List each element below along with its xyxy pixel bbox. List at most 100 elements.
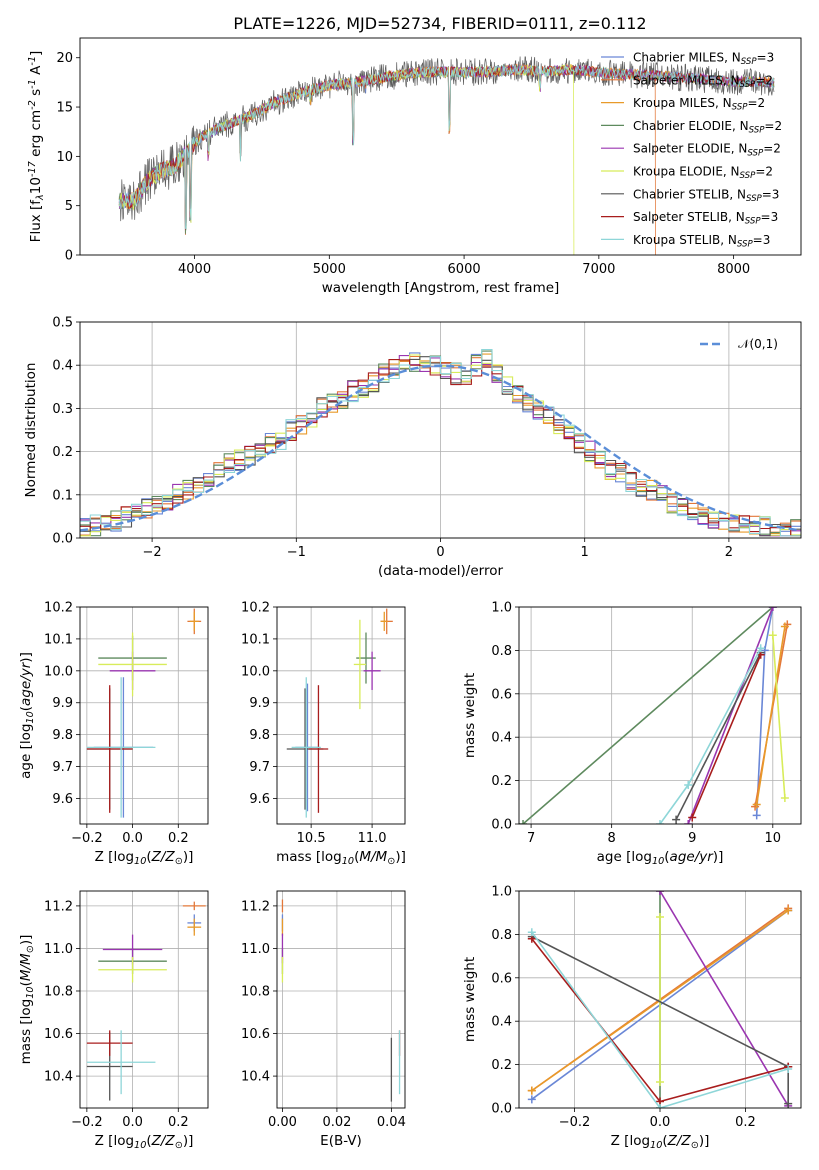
label-span: Z/Z <box>151 849 176 865</box>
label-span: )] <box>183 1133 194 1149</box>
y-tick-label: 10.1 <box>241 632 270 647</box>
label-span: Salpeter MILES, N <box>633 73 740 87</box>
y-tick-label: 11.2 <box>44 899 73 914</box>
legend-entry: Chabrier MILES, NSSP=3 <box>633 51 774 68</box>
weight-line-kroupa-stelib <box>531 931 789 1108</box>
x-axis-label: E(B-V) <box>320 1133 362 1149</box>
weight-marker <box>656 891 664 895</box>
label-span: mass [log <box>276 849 342 865</box>
label-span: age/yr <box>670 849 715 865</box>
weight-marker <box>760 646 769 655</box>
spectrum-line-salpeter-miles <box>118 63 656 255</box>
label-span: 10 <box>134 1140 146 1151</box>
y-tick-label: 10.0 <box>44 664 73 679</box>
weight-marker <box>527 1086 536 1095</box>
x-tick-label: 0.0 <box>122 831 143 846</box>
label-span: M/M <box>359 849 387 865</box>
y-tick-label: 0.2 <box>52 445 73 460</box>
x-tick-label: 10 <box>765 831 782 846</box>
x-tick-label: 0.2 <box>168 831 189 846</box>
y-tick-label: 9.9 <box>249 696 270 711</box>
x-tick-label: −1 <box>287 545 306 560</box>
label-span: Z [log <box>95 849 134 865</box>
x-tick-label: 0.2 <box>168 1115 189 1130</box>
label-span: -1 <box>27 56 38 66</box>
legend-entry: Kroupa STELIB, NSSP=3 <box>633 233 770 250</box>
y-tick-label: 0.4 <box>52 359 73 374</box>
plot-area <box>86 901 206 1101</box>
x-tick-label: −2 <box>143 545 162 560</box>
plot-area <box>286 608 393 818</box>
label-span: Z/Z <box>151 1133 176 1149</box>
x-tick-label: 2 <box>725 545 733 560</box>
errorbar-kroupa-miles <box>189 611 199 631</box>
y-tick-label: 0.0 <box>52 532 73 547</box>
label-span: Normed distribution <box>23 363 39 498</box>
label-span: SSP <box>745 217 762 227</box>
y-tick-label: 0.3 <box>52 402 73 417</box>
legend-entry: Salpeter STELIB, NSSP=3 <box>633 210 778 227</box>
weight-marker <box>688 813 697 822</box>
y-axis-label: mass weight <box>462 673 478 758</box>
label-span: Z [log <box>611 1133 650 1149</box>
errorbar-kroupa-elodie <box>353 619 366 710</box>
x-tick-label: 7000 <box>582 262 615 277</box>
y-axis-label: mass weight <box>462 957 478 1042</box>
label-span: ⊙ <box>691 1140 699 1151</box>
legend-entry: 𝒩(0,1) <box>738 337 778 351</box>
y-axis-label: Flux [fλ10-17 erg cm-2 s-1 A-1] <box>27 51 46 243</box>
y-tick-label: 10.4 <box>241 1070 270 1085</box>
label-span: Chabrier ELODIE, N <box>633 119 749 133</box>
errorbar-kroupa-miles <box>380 611 388 631</box>
axes-age-vs-mass: 10.5 11.0 9.6 9.7 9.8 9.9 10.0 10.1 10.2 mass [lo… <box>241 601 406 868</box>
y-tick-label: 9.8 <box>52 728 73 743</box>
y-tick-label: 0.6 <box>491 687 512 702</box>
label-span: =2 <box>747 96 765 110</box>
errorbar-kroupa-stelib <box>86 1030 156 1095</box>
errorbar-kroupa-miles <box>187 918 202 936</box>
axes-frame <box>276 606 406 825</box>
label-span: Kroupa ELODIE, N <box>633 165 740 179</box>
label-span: =2 <box>755 165 773 179</box>
label-span: )] <box>18 652 34 663</box>
y-tick-label: 15 <box>56 101 73 116</box>
label-span: M/M <box>18 953 34 981</box>
y-tick-label: 0.6 <box>491 971 512 986</box>
weight-marker <box>784 1064 793 1073</box>
label-span: SSP <box>741 57 758 67</box>
label-span: )] <box>699 1133 710 1149</box>
label-span: λ <box>35 194 46 201</box>
x-axis-label: mass [log10(M/M⊙)] <box>276 849 406 867</box>
normal-curve <box>80 364 801 532</box>
legend-entry: Chabrier ELODIE, NSSP=2 <box>633 119 782 136</box>
y-tick-label: 0.0 <box>491 1102 512 1117</box>
weight-line-kroupa-elodie <box>772 635 786 799</box>
x-tick-label: −0.2 <box>71 1115 103 1130</box>
y-tick-label: 20 <box>56 51 73 66</box>
y-tick-label: 0.5 <box>52 316 73 331</box>
y-tick-label: 0.2 <box>491 1058 512 1073</box>
label-span: 10 <box>650 1140 662 1151</box>
label-span: Flux [f <box>28 199 44 243</box>
x-tick-label: 0.02 <box>322 1115 351 1130</box>
figure-title: PLATE=1226, MJD=52734, FIBERID=0111, z=0… <box>233 14 646 33</box>
y-tick-label: 0.4 <box>491 731 512 746</box>
x-axis-label: (data-model)/error <box>378 563 504 579</box>
label-span: ⊙ <box>25 945 36 953</box>
weight-marker <box>656 913 664 922</box>
label-span: 10 <box>25 711 36 723</box>
y-tick-label: 9.6 <box>52 792 73 807</box>
label-span: SSP <box>749 126 766 136</box>
label-span: mass [log <box>18 999 34 1065</box>
axes-frame <box>276 890 406 1109</box>
label-span: )] <box>713 849 724 865</box>
label-span: mass weight <box>462 673 478 758</box>
y-tick-label: 0.8 <box>491 644 512 659</box>
y-tick-label: 10.2 <box>44 601 73 616</box>
axes-frame <box>79 321 802 539</box>
label-span: A <box>28 65 44 79</box>
label-span: ( <box>18 981 34 986</box>
label-span: SSP <box>747 148 764 158</box>
label-span: age [log <box>18 724 34 779</box>
